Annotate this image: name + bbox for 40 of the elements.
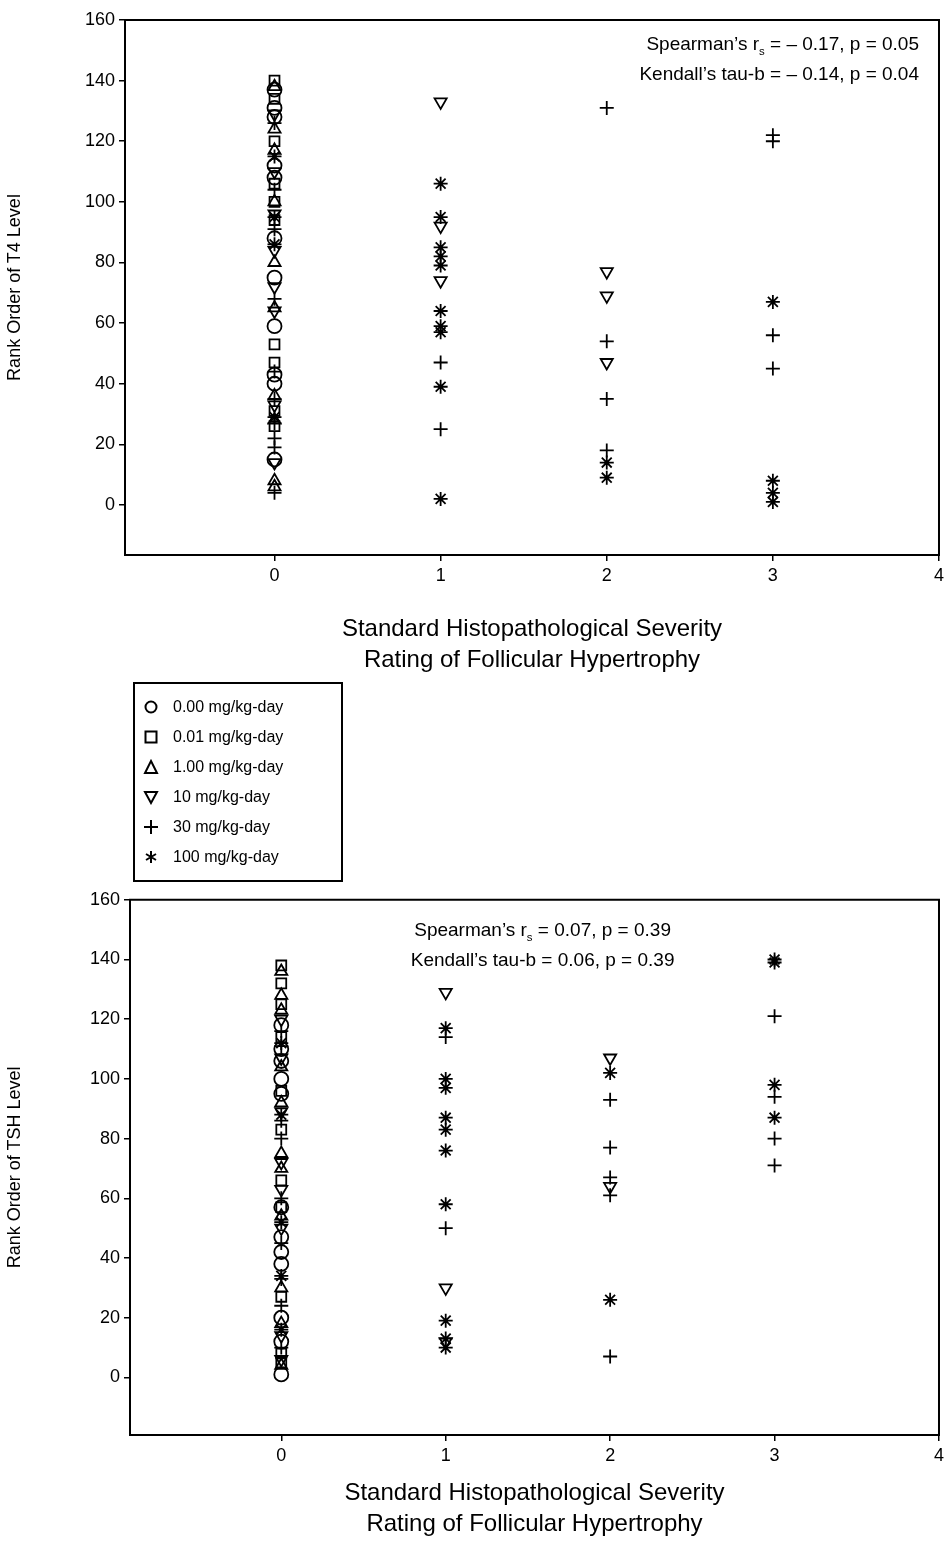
y-tick-label: 20 — [99, 1306, 120, 1327]
y-tick-label: 60 — [94, 312, 115, 333]
x-axis-title: Standard Histopathological Severity Rating of Follicular Hypertrophy — [344, 1477, 725, 1537]
x-tick-label: 3 — [769, 1444, 780, 1465]
y-tick-label: 80 — [99, 1127, 120, 1148]
y-tick-label: 120 — [89, 1008, 120, 1029]
y-tick-label: 20 — [94, 433, 115, 454]
legend-label: 0.01 mg/kg-day — [173, 728, 284, 746]
x-tick-label: 1 — [435, 564, 446, 585]
legend-label: 100 mg/kg-day — [173, 848, 279, 866]
x-tick-label: 1 — [440, 1444, 451, 1465]
annotation: Kendall’s tau-b = – 0.14, p = 0.04 — [639, 63, 920, 84]
y-tick-label: 140 — [89, 948, 120, 969]
x-tick-label: 2 — [601, 564, 612, 585]
legend-label: 1.00 mg/kg-day — [173, 758, 284, 776]
y-tick-label: 160 — [84, 8, 115, 29]
y-tick-label: 40 — [94, 372, 115, 393]
x-tick-label: 0 — [276, 1444, 287, 1465]
x-tick-label: 4 — [933, 1444, 944, 1465]
y-tick-label: 60 — [99, 1187, 120, 1208]
y-tick-label: 140 — [84, 69, 115, 90]
y-tick-label: 160 — [89, 888, 120, 909]
y-tick-label: 0 — [104, 493, 115, 514]
x-tick-label: 0 — [269, 564, 280, 585]
y-tick-label: 100 — [89, 1067, 120, 1088]
y-tick-label: 40 — [99, 1246, 120, 1267]
x-tick-label: 4 — [933, 564, 944, 585]
y-axis-title: Rank Order of T4 Level — [3, 194, 24, 381]
legend-label: 10 mg/kg-day — [173, 788, 270, 806]
annotation: Kendall’s tau-b = 0.06, p = 0.39 — [410, 948, 675, 970]
x-tick-label: 3 — [767, 564, 778, 585]
y-axis-title: Rank Order of TSH Level — [3, 1066, 24, 1269]
y-tick-label: 100 — [84, 190, 115, 211]
x-tick-label: 2 — [605, 1444, 616, 1465]
y-tick-label: 0 — [109, 1366, 120, 1387]
legend-label: 0.00 mg/kg-day — [173, 698, 284, 716]
legend-label: 30 mg/kg-day — [173, 818, 270, 836]
y-tick-label: 80 — [94, 251, 115, 272]
y-tick-label: 120 — [84, 130, 115, 151]
x-axis-title: Standard Histopathological Severity Rating of Follicular Hypertrophy — [341, 613, 723, 673]
